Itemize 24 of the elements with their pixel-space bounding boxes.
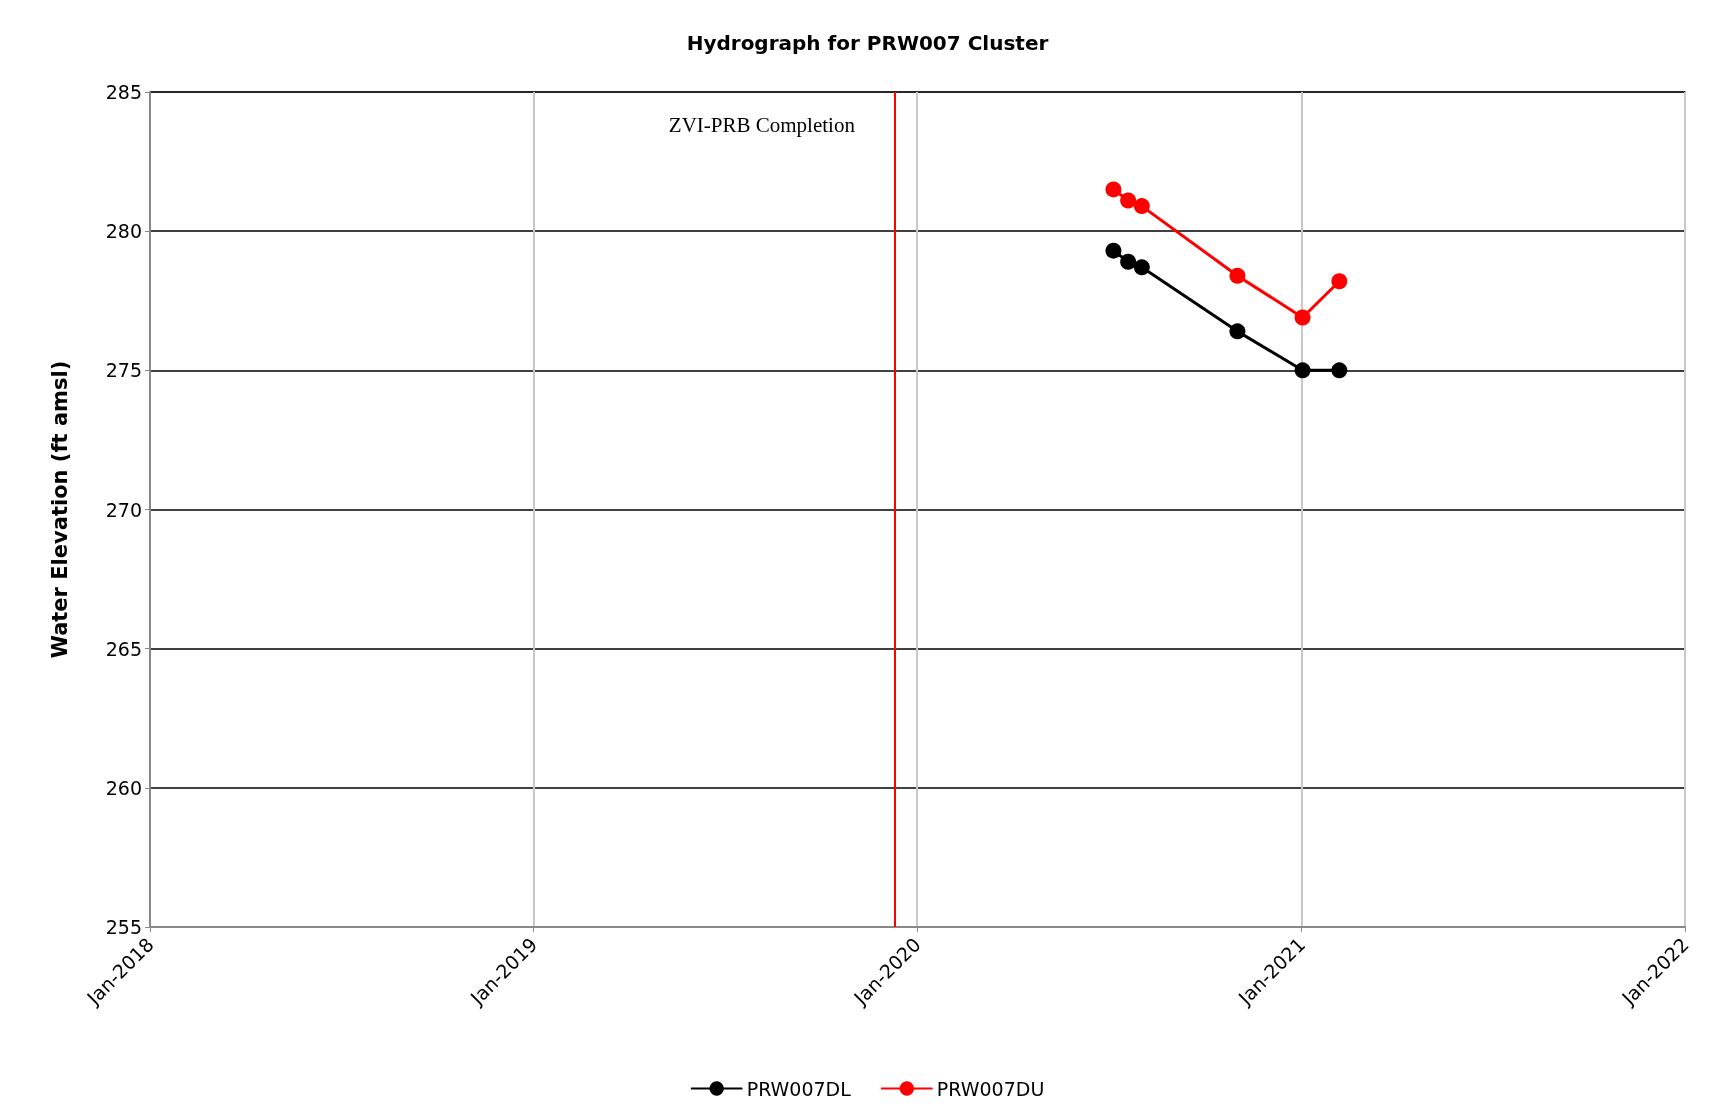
y-axis-title: Water Elevation (ft amsl)	[47, 360, 72, 659]
point	[1229, 267, 1246, 284]
y-tick-label: 280	[105, 220, 142, 243]
point	[1133, 259, 1150, 276]
point	[1294, 309, 1311, 326]
ref-line-label: ZVI-PRB Completion	[668, 112, 856, 137]
legend-label: PRW007DL	[746, 1077, 852, 1100]
point	[1105, 181, 1122, 198]
point	[1105, 242, 1122, 259]
point	[1331, 273, 1348, 290]
point	[1120, 253, 1137, 270]
point	[1294, 362, 1311, 379]
y-tick-label: 285	[105, 81, 142, 103]
y-tick-label: 260	[105, 776, 142, 799]
point	[1229, 323, 1246, 340]
y-tick-label: 275	[105, 359, 142, 382]
y-tick-label: 255	[105, 916, 142, 938]
point	[1120, 192, 1137, 209]
y-tick-label: 265	[105, 637, 142, 660]
chart-title: Hydrograph for PRW007 Cluster	[686, 31, 1049, 55]
point	[1133, 198, 1150, 215]
legend-label: PRW007DU	[936, 1077, 1045, 1100]
point	[1331, 362, 1348, 379]
y-tick-label: 270	[105, 498, 142, 521]
